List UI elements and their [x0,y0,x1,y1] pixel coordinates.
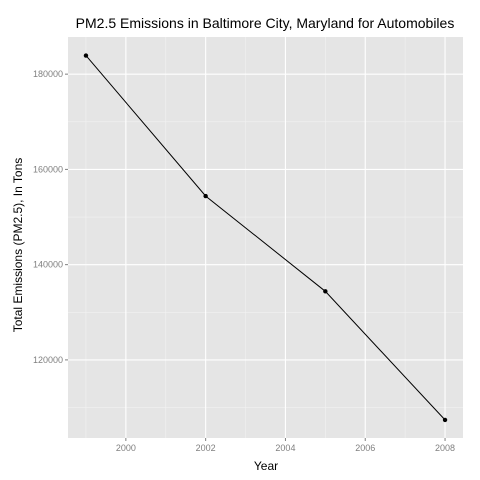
plot-panel [68,37,463,438]
series-line [85,55,446,421]
y-tick-label: 120000 [33,355,63,365]
y-axis-ticks: 120000 140000 160000 180000 [33,69,68,365]
x-tick-label: 2004 [275,443,295,453]
data-point [323,289,328,294]
data-point [442,417,448,423]
y-axis-title: Total Emissions (PM2.5), In Tons [11,158,25,333]
x-tick-label: 2000 [116,443,136,453]
chart-title: PM2.5 Emissions in Baltimore City, Maryl… [76,15,455,31]
x-tick-label: 2002 [196,443,216,453]
y-tick-label: 160000 [33,164,63,174]
minor-gridlines [68,37,463,438]
x-axis-title: Year [254,459,278,473]
y-tick-label: 180000 [33,69,63,79]
series-group [83,53,448,423]
major-gridlines [68,37,463,438]
data-point [203,193,208,199]
x-tick-label: 2006 [355,443,375,453]
x-axis-ticks: 2000 2002 2004 2006 2008 [116,438,455,453]
x-tick-label: 2008 [435,443,455,453]
data-point [83,53,89,58]
y-tick-label: 140000 [33,260,63,270]
